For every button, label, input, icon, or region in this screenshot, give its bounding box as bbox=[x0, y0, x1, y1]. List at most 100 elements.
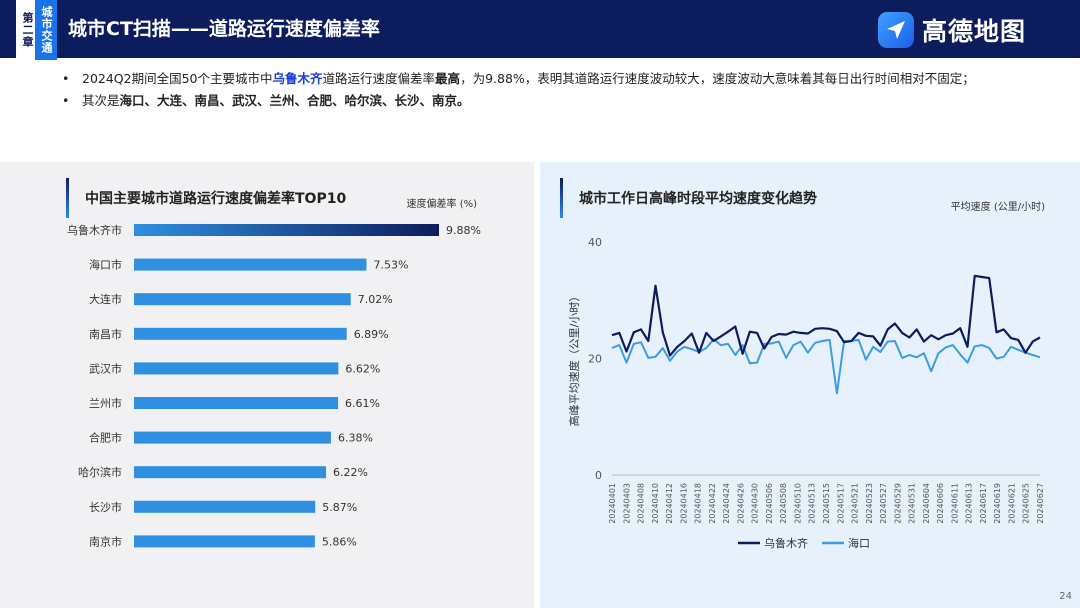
bar-value-label: 6.89% bbox=[354, 328, 389, 341]
bar-category-label: 海口市 bbox=[89, 258, 122, 272]
bar-category-label: 南京市 bbox=[89, 534, 122, 548]
x-tick-label: 20240606 bbox=[936, 483, 945, 524]
legend-label: 海口 bbox=[848, 536, 870, 550]
header-bar: 第二章 城市交通 城市CT扫描——道路运行速度偏差率 高德地图 bbox=[0, 0, 1080, 60]
bar-category-label: 南昌市 bbox=[89, 327, 122, 341]
title-accent bbox=[560, 178, 563, 218]
x-tick-label: 20240401 bbox=[608, 483, 617, 524]
bar-category-label: 哈尔滨市 bbox=[78, 465, 122, 479]
bullet-segment-bold: 海口、大连、南昌、武汉、兰州、合肥、哈尔滨、长沙、南京。 bbox=[119, 93, 470, 108]
y-axis-label: 高峰平均速度（公里/小时） bbox=[567, 291, 581, 427]
bar-value-label: 6.62% bbox=[345, 362, 380, 375]
x-tick-label: 20240531 bbox=[908, 483, 917, 524]
bullet-text: 2024Q2期间全国50个主要城市中乌鲁木齐道路运行速度偏差率最高，为9.88%… bbox=[82, 68, 975, 90]
bullet-segment-bold: 最高 bbox=[435, 71, 461, 86]
line-chart-panel: 城市工作日高峰时段平均速度变化趋势 平均速度 (公里/小时) 0 20 40 高峰平均… bbox=[540, 162, 1080, 608]
x-tick-label: 20240513 bbox=[808, 483, 817, 524]
bar-category-label: 乌鲁木齐市 bbox=[67, 223, 122, 237]
bullet-dot: • bbox=[62, 71, 70, 86]
x-tick-label: 20240508 bbox=[779, 483, 788, 524]
bar-value-label: 6.38% bbox=[338, 432, 373, 445]
bullet-segment: 其次是 bbox=[82, 93, 120, 108]
line-chart-title-text: 城市工作日高峰时段平均速度变化趋势 bbox=[579, 191, 817, 207]
bar-value-label: 5.86% bbox=[322, 535, 357, 548]
bullet-item: • 其次是海口、大连、南昌、武汉、兰州、合肥、哈尔滨、长沙、南京。 bbox=[62, 90, 1062, 112]
y-tick-label: 0 bbox=[595, 469, 602, 482]
bar-category-label: 武汉市 bbox=[89, 361, 122, 375]
bullet-dot: • bbox=[62, 93, 70, 108]
bar-value-label: 7.02% bbox=[358, 293, 393, 306]
bar bbox=[134, 258, 367, 271]
bar-category-label: 长沙市 bbox=[89, 500, 122, 514]
x-tick-label: 20240617 bbox=[979, 483, 988, 524]
x-tick-label: 20240418 bbox=[694, 483, 703, 524]
bullet-segment-highlight: 乌鲁木齐 bbox=[272, 71, 323, 86]
bar-unit-label: 速度偏差率 (%) bbox=[407, 197, 478, 210]
x-tick-label: 20240430 bbox=[751, 483, 760, 524]
series-line-haikou bbox=[611, 338, 1041, 395]
bar-chart-title-text: 中国主要城市道路运行速度偏差率TOP10 bbox=[85, 191, 347, 207]
y-tick-label: 20 bbox=[588, 353, 602, 366]
bar bbox=[134, 535, 315, 548]
bar-value-label: 5.87% bbox=[322, 501, 357, 514]
title-accent bbox=[66, 178, 69, 218]
x-tick-label: 20240515 bbox=[822, 483, 831, 524]
x-tick-label: 20240619 bbox=[993, 483, 1002, 524]
x-tick-label: 20240521 bbox=[851, 483, 860, 524]
bar-value-label: 9.88% bbox=[446, 224, 481, 237]
bullet-segment: 道路运行速度偏差率 bbox=[322, 71, 436, 86]
bar-value-label: 7.53% bbox=[373, 259, 408, 272]
summary-bullets: • 2024Q2期间全国50个主要城市中乌鲁木齐道路运行速度偏差率最高，为9.8… bbox=[62, 68, 1062, 112]
x-tick-label: 20240426 bbox=[736, 483, 745, 524]
bar bbox=[134, 327, 347, 340]
brand-name: 高德地图 bbox=[922, 17, 1027, 46]
bar bbox=[134, 466, 327, 479]
bar-category-label: 合肥市 bbox=[89, 431, 122, 445]
bar bbox=[134, 397, 339, 409]
line-chart: 平均速度 (公里/小时) 0 20 40 高峰平均速度（公里/小时） 20240401 2… bbox=[567, 200, 1045, 550]
bullet-item: • 2024Q2期间全国50个主要城市中乌鲁木齐道路运行速度偏差率最高，为9.8… bbox=[62, 68, 1062, 90]
x-tick-label: 20240523 bbox=[865, 483, 874, 524]
x-tick-label: 20240412 bbox=[665, 483, 674, 524]
x-tick-label: 20240604 bbox=[922, 483, 931, 524]
x-tick-label: 20240527 bbox=[879, 483, 888, 524]
legend-label: 乌鲁木齐 bbox=[764, 536, 808, 550]
page-number: 24 bbox=[1059, 591, 1072, 602]
x-tick-label: 20240410 bbox=[651, 483, 660, 524]
bar-chart-title: 中国主要城市道路运行速度偏差率TOP10 bbox=[66, 178, 346, 218]
x-tick-label: 20240529 bbox=[893, 483, 902, 524]
bullet-segment: ，为9.88%，表明其道路运行速度波动较大，速度波动大意味着其每日出行时间相对不… bbox=[460, 71, 975, 86]
x-tick-label: 20240613 bbox=[965, 483, 974, 524]
line-chart-title: 城市工作日高峰时段平均速度变化趋势 bbox=[560, 178, 817, 218]
line-unit-label: 平均速度 (公里/小时) bbox=[951, 200, 1045, 213]
bar-chart: 速度偏差率 (%) 乌鲁木齐市 9.88% 海口市 7.53% 大连市 7.02% 南昌市 6… bbox=[67, 197, 481, 548]
section-tag: 城市交通 bbox=[35, 0, 57, 60]
x-tick-label: 20240424 bbox=[722, 483, 731, 524]
bar bbox=[134, 224, 439, 236]
bar bbox=[134, 293, 351, 306]
bar-value-label: 6.22% bbox=[333, 466, 368, 479]
bar bbox=[134, 431, 331, 444]
x-tick-label: 20240517 bbox=[836, 483, 845, 524]
x-tick-label: 20240627 bbox=[1036, 483, 1045, 524]
x-tick-label: 20240506 bbox=[765, 483, 774, 524]
x-tick-label: 20240408 bbox=[637, 483, 646, 524]
chapter-tag: 第二章 bbox=[16, 0, 38, 60]
bar-category-label: 大连市 bbox=[89, 292, 122, 306]
x-tick-label: 20240625 bbox=[1022, 483, 1031, 524]
bar-value-label: 6.61% bbox=[345, 397, 380, 410]
y-tick-label: 40 bbox=[588, 236, 602, 249]
bar-chart-panel: 中国主要城市道路运行速度偏差率TOP10 速度偏差率 (%) 乌鲁木齐市 9.88… bbox=[0, 162, 534, 608]
x-tick-label: 20240611 bbox=[950, 483, 959, 524]
bullet-segment: 2024Q2期间全国50个主要城市中 bbox=[82, 71, 273, 86]
series-line-urumqi bbox=[611, 274, 1041, 357]
bullet-text: 其次是海口、大连、南昌、武汉、兰州、合肥、哈尔滨、长沙、南京。 bbox=[82, 90, 470, 112]
x-tick-label: 20240416 bbox=[679, 483, 688, 524]
navigation-arrow-icon bbox=[878, 12, 914, 48]
bar bbox=[134, 500, 316, 513]
brand-logo: 高德地图 bbox=[878, 10, 1040, 50]
bar bbox=[134, 362, 339, 375]
x-tick-label: 20240403 bbox=[622, 483, 631, 524]
x-tick-label: 20240621 bbox=[1007, 483, 1016, 524]
page-title: 城市CT扫描——道路运行速度偏差率 bbox=[68, 18, 380, 40]
